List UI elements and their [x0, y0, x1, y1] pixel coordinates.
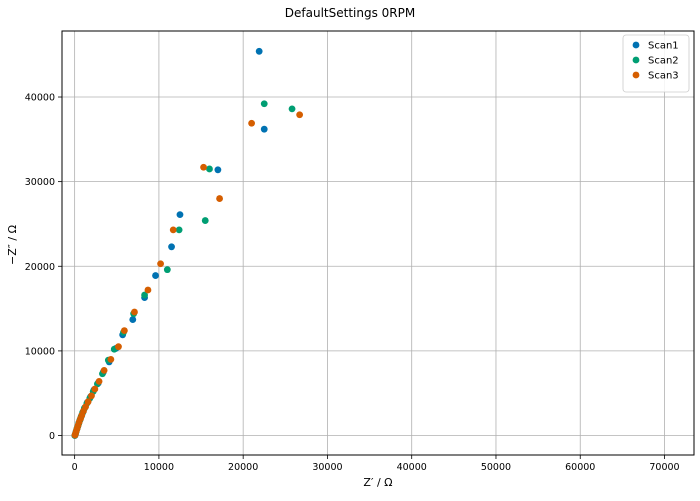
data-point	[129, 316, 137, 323]
data-point	[95, 377, 103, 385]
y-tick-label: 0	[49, 431, 55, 442]
data-point	[120, 327, 128, 334]
data-point	[260, 125, 268, 133]
y-axis-label: −Z″ / Ω	[6, 225, 19, 265]
data-point	[168, 243, 175, 251]
data-point	[169, 226, 177, 234]
legend-label: Scan1	[648, 41, 679, 52]
data-point	[214, 166, 222, 174]
data-point	[107, 355, 115, 363]
legend-label: Scan3	[648, 71, 679, 82]
x-tick-label: 70000	[649, 462, 679, 473]
data-point	[84, 398, 92, 406]
x-tick-label: 0	[72, 462, 78, 473]
data-point	[260, 100, 268, 108]
y-tick-label: 10000	[25, 346, 55, 357]
data-point	[248, 119, 256, 127]
data-point	[100, 366, 108, 374]
data-point	[288, 105, 296, 113]
data-point	[255, 47, 263, 55]
legend-box	[622, 34, 690, 93]
data-point	[88, 392, 95, 400]
data-point	[152, 272, 159, 279]
data-point	[115, 343, 122, 351]
x-tick-label: 30000	[312, 462, 342, 473]
x-tick-label: 40000	[397, 462, 427, 473]
plot-frame	[61, 30, 695, 456]
data-point	[163, 266, 171, 274]
legend-label: Scan2	[648, 56, 679, 67]
axis-ticks: 0 10000 20000 30000 40000 50000 60000 70000 0 100…	[25, 93, 680, 473]
data-point	[141, 291, 148, 299]
y-tick-label: 30000	[25, 177, 55, 188]
legend-marker	[632, 71, 640, 79]
data-point	[131, 308, 138, 316]
data-point	[176, 211, 184, 219]
data-point	[91, 385, 99, 393]
data-point	[175, 226, 183, 234]
chart-title: DefaultSettings 0RPM	[285, 6, 415, 20]
y-tick-label: 40000	[25, 93, 55, 104]
data-point	[200, 163, 207, 171]
data-point	[201, 217, 209, 224]
x-tick-label: 10000	[144, 462, 174, 473]
data-point	[206, 165, 213, 173]
data-point	[216, 195, 223, 202]
data-point	[71, 431, 79, 439]
legend-marker	[632, 41, 640, 49]
x-tick-label: 50000	[481, 462, 511, 473]
data-point	[296, 111, 304, 119]
legend: Scan1 Scan2 Scan3	[622, 34, 690, 93]
x-tick-label: 20000	[228, 462, 258, 473]
series-scan3	[71, 111, 304, 439]
legend-marker	[632, 56, 640, 64]
data-point	[144, 286, 152, 294]
x-tick-label: 60000	[565, 462, 595, 473]
y-tick-label: 20000	[25, 262, 55, 273]
data-points	[71, 47, 304, 439]
data-point	[157, 260, 164, 268]
x-axis-label: Z′ / Ω	[363, 476, 392, 489]
